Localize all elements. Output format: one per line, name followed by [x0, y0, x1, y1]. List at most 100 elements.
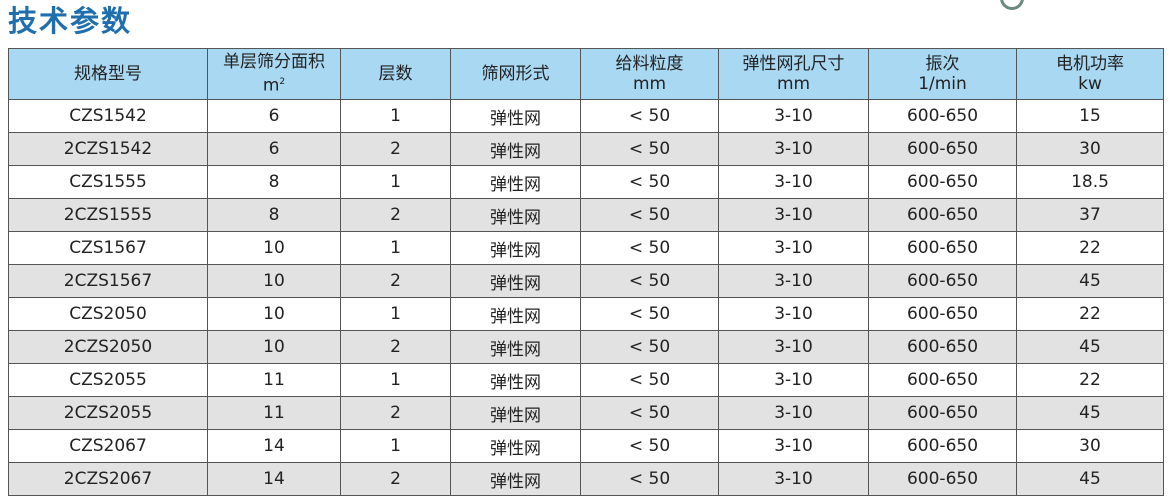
table-cell: 3-10 — [718, 297, 869, 331]
table-cell: CZS1567 — [8, 231, 208, 265]
table-cell: 3-10 — [718, 198, 869, 232]
table-cell: 弹性网 — [450, 231, 581, 265]
table-row: 2CZS1542 6 2 弹性网 < 50 3-10 600-650 30 — [8, 132, 1164, 166]
column-header: 单层筛分面积 m2 — [207, 48, 341, 100]
table-cell: 600-650 — [868, 363, 1017, 397]
table-cell: < 50 — [580, 231, 719, 265]
table-cell: 10 — [207, 297, 341, 331]
table-cell: 11 — [207, 396, 341, 430]
table-cell: 弹性网 — [450, 363, 581, 397]
table-cell: 600-650 — [868, 264, 1017, 298]
column-header: 弹性网孔尺寸 mm — [718, 48, 869, 100]
table-cell: 弹性网 — [450, 330, 581, 364]
table-cell: 弹性网 — [450, 132, 581, 166]
table-cell: 3-10 — [718, 99, 869, 133]
table-cell: 600-650 — [868, 198, 1017, 232]
table-row: 2CZS1567 10 2 弹性网 < 50 3-10 600-650 45 — [8, 264, 1164, 298]
table-cell: 600-650 — [868, 231, 1017, 265]
table-cell: < 50 — [580, 264, 719, 298]
header-label: 振次 — [925, 54, 960, 74]
table-cell: 600-650 — [868, 297, 1017, 331]
table-cell: 1 — [340, 429, 451, 463]
table-cell: 22 — [1016, 297, 1164, 331]
table-cell: 18.5 — [1016, 165, 1164, 199]
table-cell: 11 — [207, 363, 341, 397]
table-cell: 8 — [207, 198, 341, 232]
table-cell: 2CZS1542 — [8, 132, 208, 166]
table-cell: 2 — [340, 264, 451, 298]
table-cell: < 50 — [580, 132, 719, 166]
table-cell: 600-650 — [868, 396, 1017, 430]
header-label: 层数 — [378, 64, 413, 84]
header-label: 给料粒度 — [615, 54, 684, 74]
column-header: 规格型号 — [8, 48, 208, 100]
table-cell: 1 — [340, 165, 451, 199]
column-header: 电机功率 kw — [1016, 48, 1164, 100]
table-cell: 600-650 — [868, 132, 1017, 166]
table-row: CZS1542 6 1 弹性网 < 50 3-10 600-650 15 — [8, 99, 1164, 133]
column-header: 振次 1/min — [868, 48, 1017, 100]
table-cell: 3-10 — [718, 462, 869, 496]
table-cell: 2 — [340, 396, 451, 430]
table-cell: CZS1555 — [8, 165, 208, 199]
table-cell: 2CZS2055 — [8, 396, 208, 430]
table-cell: 弹性网 — [450, 198, 581, 232]
table-cell: 2CZS2067 — [8, 462, 208, 496]
header-label: 规格型号 — [74, 64, 142, 84]
table-cell: CZS2055 — [8, 363, 208, 397]
table-row: CZS2067 14 1 弹性网 < 50 3-10 600-650 30 — [8, 429, 1164, 463]
table-cell: 600-650 — [868, 462, 1017, 496]
table-cell: 45 — [1016, 396, 1164, 430]
table-cell: 3-10 — [718, 132, 869, 166]
header-label: 单层筛分面积 — [223, 52, 325, 73]
table-row: CZS2055 11 1 弹性网 < 50 3-10 600-650 22 — [8, 363, 1164, 397]
table-cell: 600-650 — [868, 429, 1017, 463]
table-cell: 弹性网 — [450, 264, 581, 298]
table-cell: 弹性网 — [450, 462, 581, 496]
table-cell: 22 — [1016, 363, 1164, 397]
table-cell: 3-10 — [718, 396, 869, 430]
table-cell: 1 — [340, 99, 451, 133]
table-row: 2CZS2050 10 2 弹性网 < 50 3-10 600-650 45 — [8, 330, 1164, 364]
table-cell: 10 — [207, 330, 341, 364]
table-cell: 1 — [340, 363, 451, 397]
header-unit: mm — [632, 74, 667, 94]
table-cell: CZS2050 — [8, 297, 208, 331]
table-cell: < 50 — [580, 297, 719, 331]
table-cell: 600-650 — [868, 99, 1017, 133]
spec-table: 规格型号 单层筛分面积 m2 层数 筛网形式 给料粒度 mm 弹性网孔尺寸 mm 振次 1/min 电… — [8, 48, 1164, 496]
table-cell: 3-10 — [718, 231, 869, 265]
table-cell: 2 — [340, 132, 451, 166]
header-unit: m — [262, 75, 280, 96]
table-cell: 弹性网 — [450, 429, 581, 463]
table-cell: 2 — [340, 198, 451, 232]
table-cell: 1 — [340, 297, 451, 331]
table-cell: 弹性网 — [450, 165, 581, 199]
table-cell: < 50 — [580, 396, 719, 430]
table-cell: 3-10 — [718, 264, 869, 298]
table-cell: 6 — [207, 99, 341, 133]
header-unit: mm — [776, 74, 811, 94]
header-row: 规格型号 单层筛分面积 m2 层数 筛网形式 给料粒度 mm 弹性网孔尺寸 mm 振次 1/min 电… — [8, 48, 1164, 100]
table-cell: 37 — [1016, 198, 1164, 232]
table-cell: 3-10 — [718, 429, 869, 463]
table-cell: < 50 — [580, 198, 719, 232]
table-cell: 22 — [1016, 231, 1164, 265]
table-cell: 600-650 — [868, 330, 1017, 364]
table-cell: 3-10 — [718, 165, 869, 199]
column-header: 筛网形式 — [450, 48, 581, 100]
table-row: 2CZS1555 8 2 弹性网 < 50 3-10 600-650 37 — [8, 198, 1164, 232]
table-cell: < 50 — [580, 462, 719, 496]
table-cell: 弹性网 — [450, 99, 581, 133]
page-title: 技术参数 — [8, 4, 133, 38]
table-cell: 1 — [340, 231, 451, 265]
table-cell: 45 — [1016, 264, 1164, 298]
table-cell: 45 — [1016, 330, 1164, 364]
table-cell: CZS1542 — [8, 99, 208, 133]
table-cell: 30 — [1016, 429, 1164, 463]
table-cell: 3-10 — [718, 330, 869, 364]
table-cell: 600-650 — [868, 165, 1017, 199]
table-cell: 2 — [340, 330, 451, 364]
table-cell: < 50 — [580, 363, 719, 397]
table-cell: 8 — [207, 165, 341, 199]
